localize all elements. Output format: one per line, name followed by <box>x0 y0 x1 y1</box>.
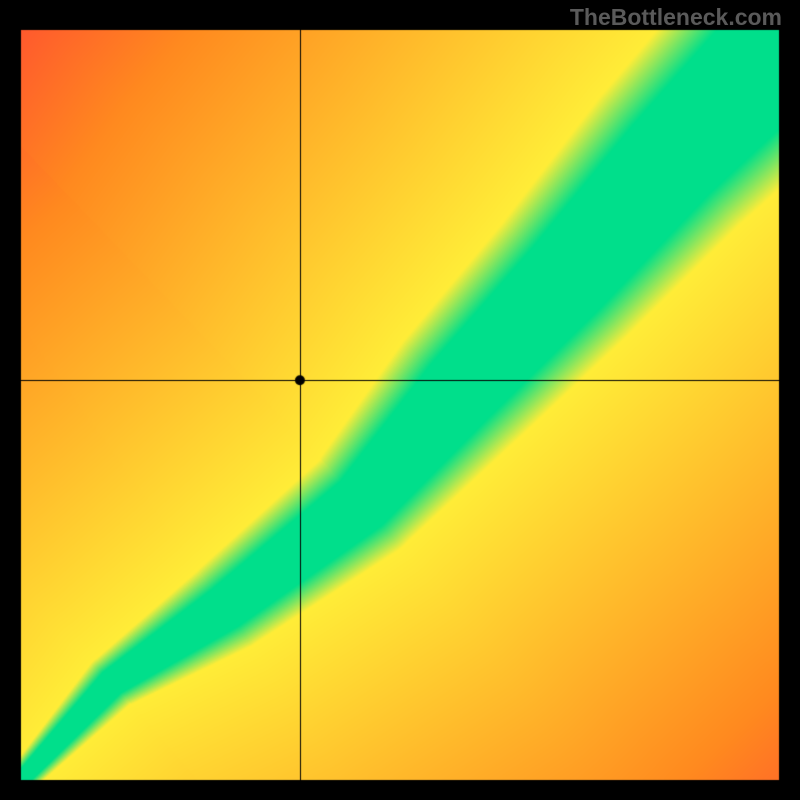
chart-container: TheBottleneck.com <box>0 0 800 800</box>
watermark-text: TheBottleneck.com <box>570 4 782 31</box>
heatmap-canvas <box>0 0 800 800</box>
